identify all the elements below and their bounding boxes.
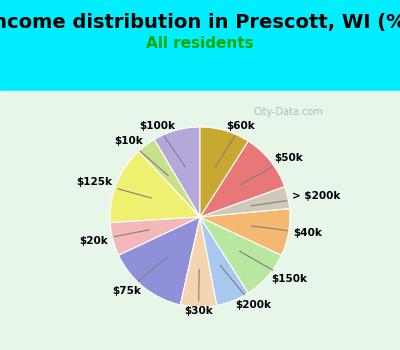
Text: $200k: $200k [220, 265, 271, 310]
Wedge shape [110, 152, 200, 223]
Text: $10k: $10k [114, 136, 168, 176]
Wedge shape [200, 209, 290, 255]
Wedge shape [200, 217, 248, 306]
Wedge shape [200, 217, 282, 293]
Wedge shape [200, 187, 290, 217]
Wedge shape [180, 217, 217, 307]
Text: $30k: $30k [184, 269, 213, 316]
Text: $150k: $150k [240, 251, 307, 285]
Text: $125k: $125k [76, 177, 151, 198]
Text: > $200k: > $200k [251, 191, 340, 206]
Text: $75k: $75k [112, 257, 167, 296]
Text: All residents: All residents [146, 36, 254, 51]
Text: $20k: $20k [80, 230, 149, 245]
Wedge shape [118, 217, 200, 305]
Text: City-Data.com: City-Data.com [253, 107, 323, 117]
Text: $50k: $50k [241, 153, 302, 185]
Text: $100k: $100k [139, 121, 185, 167]
Text: $40k: $40k [252, 226, 322, 238]
Wedge shape [200, 127, 248, 217]
Text: $60k: $60k [215, 121, 255, 167]
Text: Income distribution in Prescott, WI (%): Income distribution in Prescott, WI (%) [0, 13, 400, 32]
Wedge shape [154, 127, 200, 217]
Wedge shape [138, 140, 200, 217]
Wedge shape [200, 141, 285, 217]
Wedge shape [110, 217, 200, 255]
